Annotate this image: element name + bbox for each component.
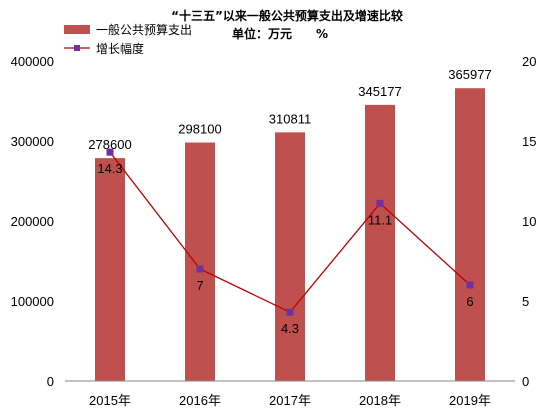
bar: [275, 132, 305, 381]
y-left-tick-label: 300000: [11, 134, 54, 149]
y-axis-left: 0 100000 200000 300000 400000: [11, 54, 54, 389]
legend: 一般公共预算支出 增长幅度: [64, 22, 192, 56]
x-tick-label: 2017年: [269, 393, 311, 408]
bar-value-label: 278600: [88, 137, 131, 152]
line-marker: [376, 199, 384, 207]
line-series: 14.3 7 4.3 11.1 6: [97, 148, 474, 336]
x-tick-label: 2016年: [179, 393, 221, 408]
chart-title: “十三五”以来一般公共预算支出及增速比较: [171, 8, 403, 23]
legend-bar-swatch: [64, 25, 90, 34]
x-tick-label: 2015年: [89, 393, 131, 408]
line-value-label: 6: [466, 294, 473, 309]
legend-line-marker: [74, 45, 80, 51]
line-value-label: 11.1: [368, 212, 392, 227]
y-right-tick-label: 15: [522, 134, 536, 149]
line-value-label: 7: [196, 278, 203, 293]
bar-value-label: 298100: [178, 122, 221, 137]
line-value-label: 4.3: [281, 321, 299, 336]
y-axis-right: 0 5 10 15 20: [522, 54, 536, 389]
y-right-tick-label: 0: [522, 374, 529, 389]
legend-bar-label: 一般公共预算支出: [96, 22, 192, 37]
y-right-tick-label: 10: [522, 214, 536, 229]
y-left-tick-label: 200000: [11, 214, 54, 229]
bar-value-label: 365977: [448, 67, 491, 82]
bar: [455, 88, 485, 382]
line-marker: [196, 265, 204, 273]
line-marker: [106, 148, 114, 156]
line-marker: [466, 281, 474, 289]
bar-series: 278600 298100 310811 345177 365977: [88, 67, 492, 382]
y-left-tick-label: 0: [47, 374, 54, 389]
y-right-tick-label: 5: [522, 294, 529, 309]
bar-value-label: 345177: [358, 84, 401, 99]
bar: [185, 142, 215, 381]
legend-line-label: 增长幅度: [96, 41, 144, 56]
y-right-tick-label: 20: [522, 54, 536, 69]
bar: [95, 158, 125, 381]
y-left-tick-label: 100000: [11, 294, 54, 309]
line-value-label: 14.3: [97, 161, 122, 176]
x-tick-label: 2018年: [359, 393, 401, 408]
bar: [365, 104, 395, 381]
line-marker: [286, 308, 294, 316]
y-left-tick-label: 400000: [11, 54, 54, 69]
x-axis: 2015年 2016年 2017年 2018年 2019年: [89, 393, 491, 408]
x-tick-label: 2019年: [449, 393, 491, 408]
chart-subtitle: 单位：万元 %: [232, 26, 328, 41]
bar-value-label: 310811: [269, 111, 311, 126]
